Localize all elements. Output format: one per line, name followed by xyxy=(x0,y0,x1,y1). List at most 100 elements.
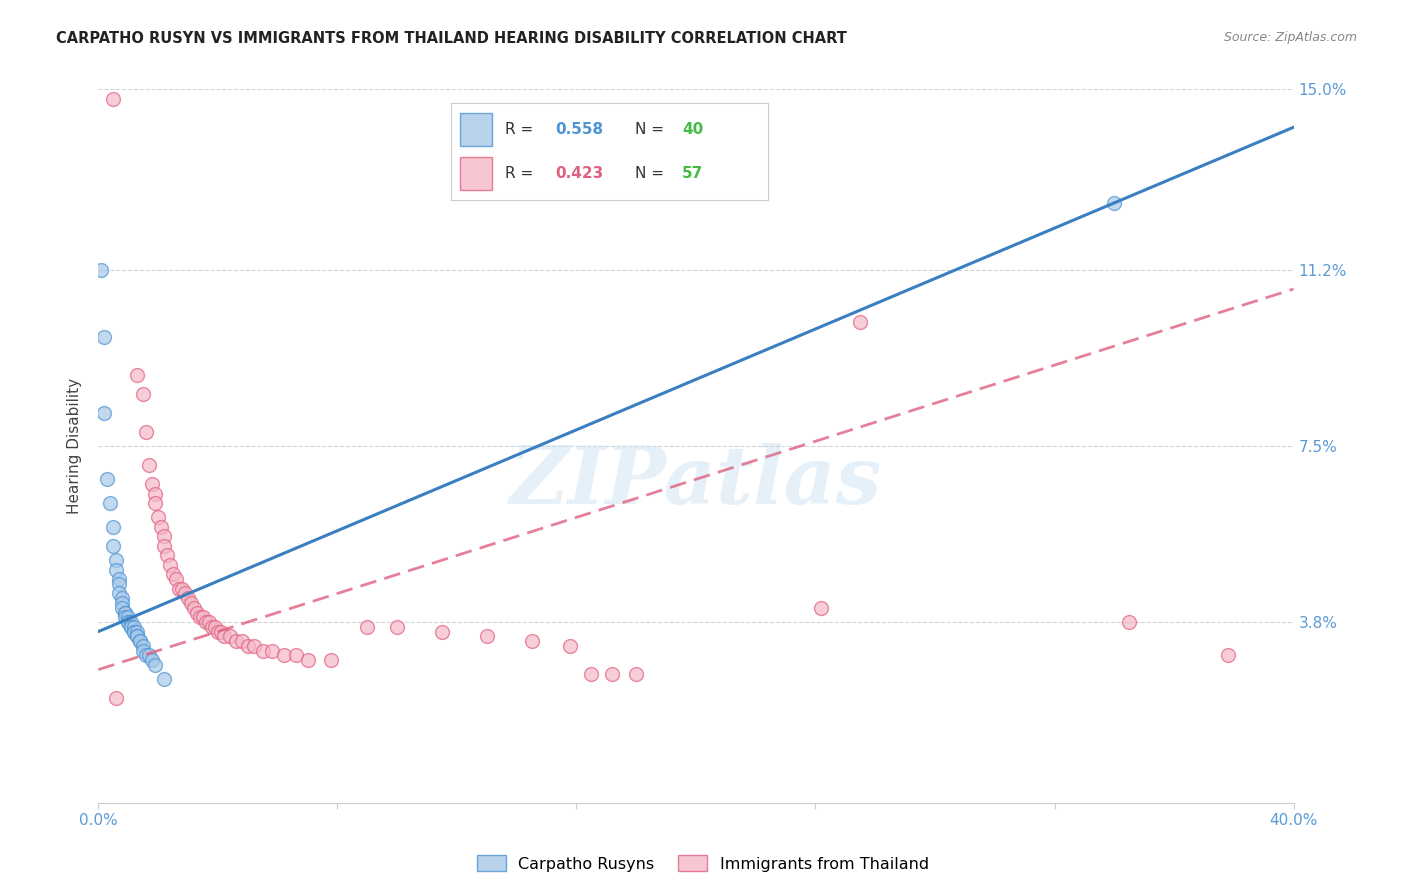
Text: CARPATHO RUSYN VS IMMIGRANTS FROM THAILAND HEARING DISABILITY CORRELATION CHART: CARPATHO RUSYN VS IMMIGRANTS FROM THAILA… xyxy=(56,31,846,46)
Point xyxy=(93,329,115,343)
Point xyxy=(1118,615,1140,629)
Point xyxy=(207,624,229,639)
Text: Source: ZipAtlas.com: Source: ZipAtlas.com xyxy=(1223,31,1357,45)
Point xyxy=(156,549,179,563)
Point xyxy=(141,653,163,667)
Point xyxy=(231,634,253,648)
Point xyxy=(111,596,134,610)
Point xyxy=(153,672,176,686)
Point xyxy=(159,558,181,572)
Point xyxy=(201,620,224,634)
Point xyxy=(114,610,136,624)
Point xyxy=(810,600,832,615)
Point xyxy=(111,591,134,606)
Point xyxy=(120,615,142,629)
Point xyxy=(103,539,125,553)
Point xyxy=(127,629,149,643)
Point xyxy=(520,634,543,648)
Point xyxy=(108,586,131,600)
Point xyxy=(138,458,160,472)
Point xyxy=(167,582,190,596)
Point xyxy=(849,315,872,329)
Point xyxy=(96,472,118,486)
Point xyxy=(93,406,115,420)
Point xyxy=(150,520,173,534)
Point xyxy=(129,634,152,648)
Point xyxy=(153,539,176,553)
Point xyxy=(143,486,166,500)
Point xyxy=(165,572,187,586)
Point xyxy=(191,610,214,624)
Point xyxy=(138,648,160,663)
Point xyxy=(108,577,131,591)
Point xyxy=(135,425,157,439)
Point xyxy=(162,567,184,582)
Point xyxy=(284,648,307,663)
Point xyxy=(117,610,139,624)
Point xyxy=(98,496,122,510)
Point xyxy=(124,620,146,634)
Point xyxy=(1216,648,1239,663)
Text: ZIPatlas: ZIPatlas xyxy=(510,443,882,520)
Point xyxy=(117,615,139,629)
Point xyxy=(148,510,170,524)
Point xyxy=(172,582,194,596)
Point xyxy=(127,368,149,382)
Point xyxy=(430,624,453,639)
Point xyxy=(141,477,163,491)
Point xyxy=(124,624,146,639)
Point xyxy=(198,615,221,629)
Point xyxy=(114,606,136,620)
Point xyxy=(103,92,125,106)
Point xyxy=(236,639,259,653)
Point xyxy=(273,648,295,663)
Point xyxy=(321,653,343,667)
Point xyxy=(475,629,498,643)
Point xyxy=(132,386,155,401)
Point xyxy=(132,643,155,657)
Point xyxy=(120,620,142,634)
Point xyxy=(188,610,211,624)
Point xyxy=(108,572,131,586)
Point xyxy=(260,643,283,657)
Point xyxy=(114,606,136,620)
Point xyxy=(177,591,200,606)
Point xyxy=(243,639,266,653)
Legend: Carpatho Rusyns, Immigrants from Thailand: Carpatho Rusyns, Immigrants from Thailan… xyxy=(468,847,938,880)
Point xyxy=(297,653,319,667)
Point xyxy=(129,634,152,648)
Point xyxy=(195,615,218,629)
Point xyxy=(1104,196,1126,211)
Point xyxy=(105,691,128,706)
Point xyxy=(225,634,247,648)
Point xyxy=(356,620,378,634)
Point xyxy=(174,586,197,600)
Point xyxy=(219,629,242,643)
Point xyxy=(103,520,125,534)
Point xyxy=(560,639,582,653)
Point xyxy=(117,615,139,629)
Point xyxy=(252,643,274,657)
Point xyxy=(183,600,205,615)
Point xyxy=(132,639,155,653)
Y-axis label: Hearing Disability: Hearing Disability xyxy=(67,378,83,514)
Point xyxy=(105,563,128,577)
Point xyxy=(180,596,202,610)
Point xyxy=(581,667,603,681)
Point xyxy=(105,553,128,567)
Point xyxy=(120,620,142,634)
Point xyxy=(602,667,624,681)
Point xyxy=(186,606,208,620)
Point xyxy=(209,624,232,639)
Point xyxy=(385,620,409,634)
Point xyxy=(135,648,157,663)
Point xyxy=(626,667,648,681)
Point xyxy=(127,624,149,639)
Point xyxy=(127,629,149,643)
Point xyxy=(143,657,166,672)
Point xyxy=(90,263,112,277)
Point xyxy=(153,529,176,543)
Point xyxy=(111,600,134,615)
Point xyxy=(212,629,235,643)
Point xyxy=(124,624,146,639)
